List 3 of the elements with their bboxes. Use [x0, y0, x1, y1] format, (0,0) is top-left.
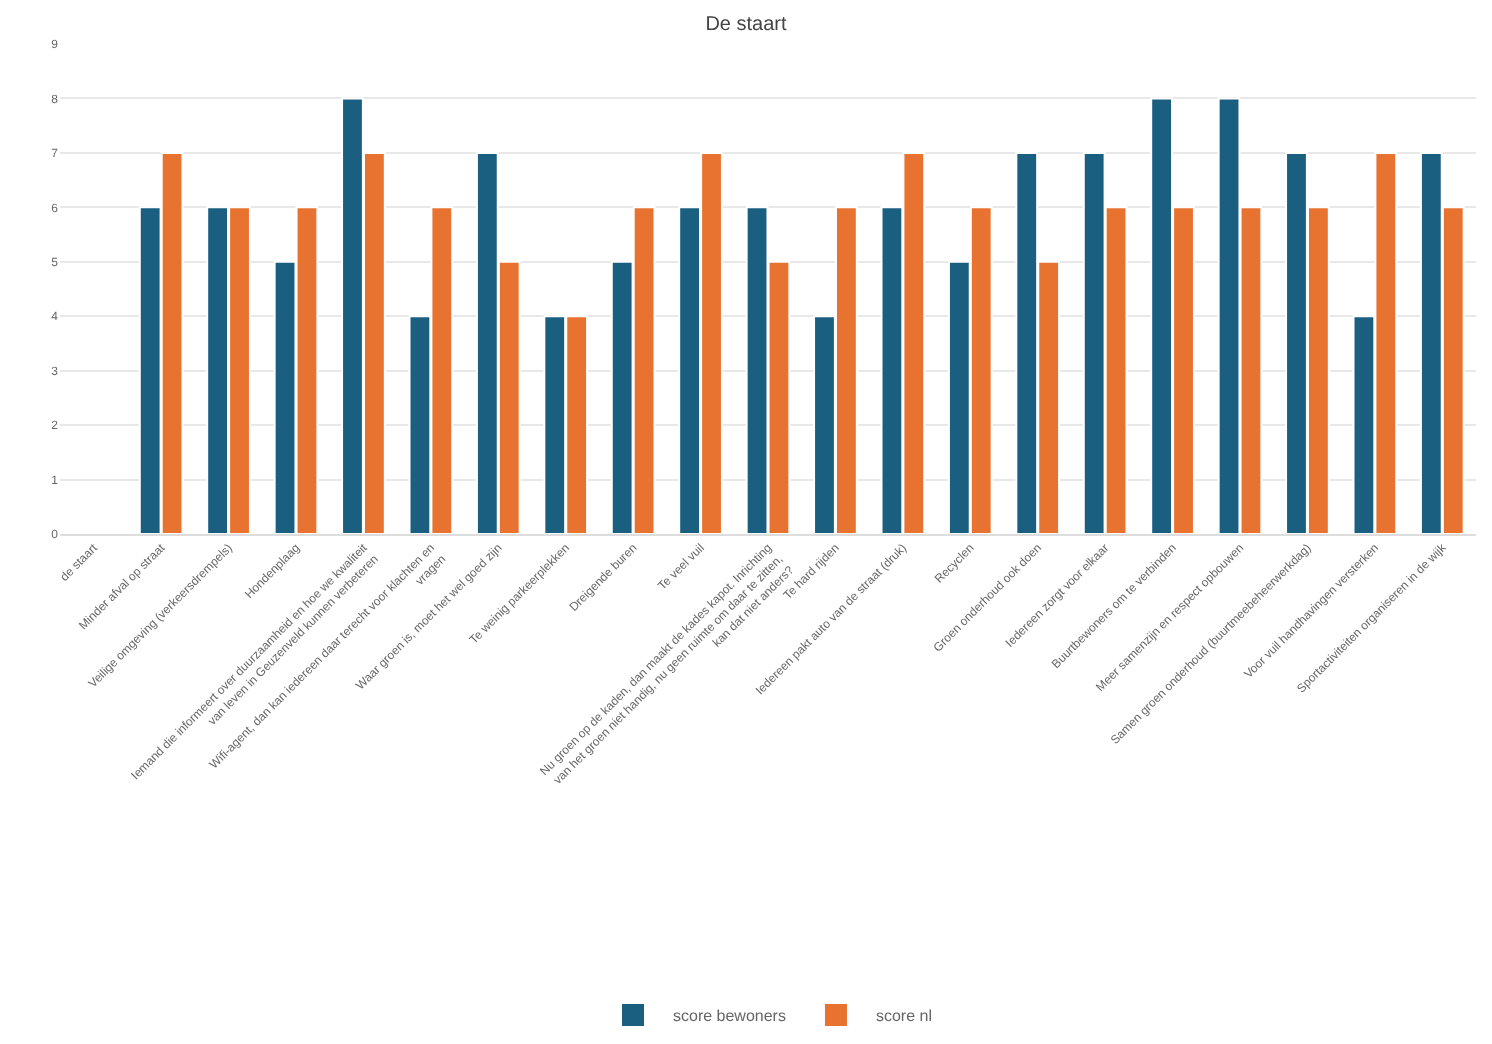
legend-label: score nl — [875, 1007, 933, 1026]
chart-title: De staart — [705, 13, 788, 36]
legend-label: score bewoners — [673, 1007, 786, 1026]
